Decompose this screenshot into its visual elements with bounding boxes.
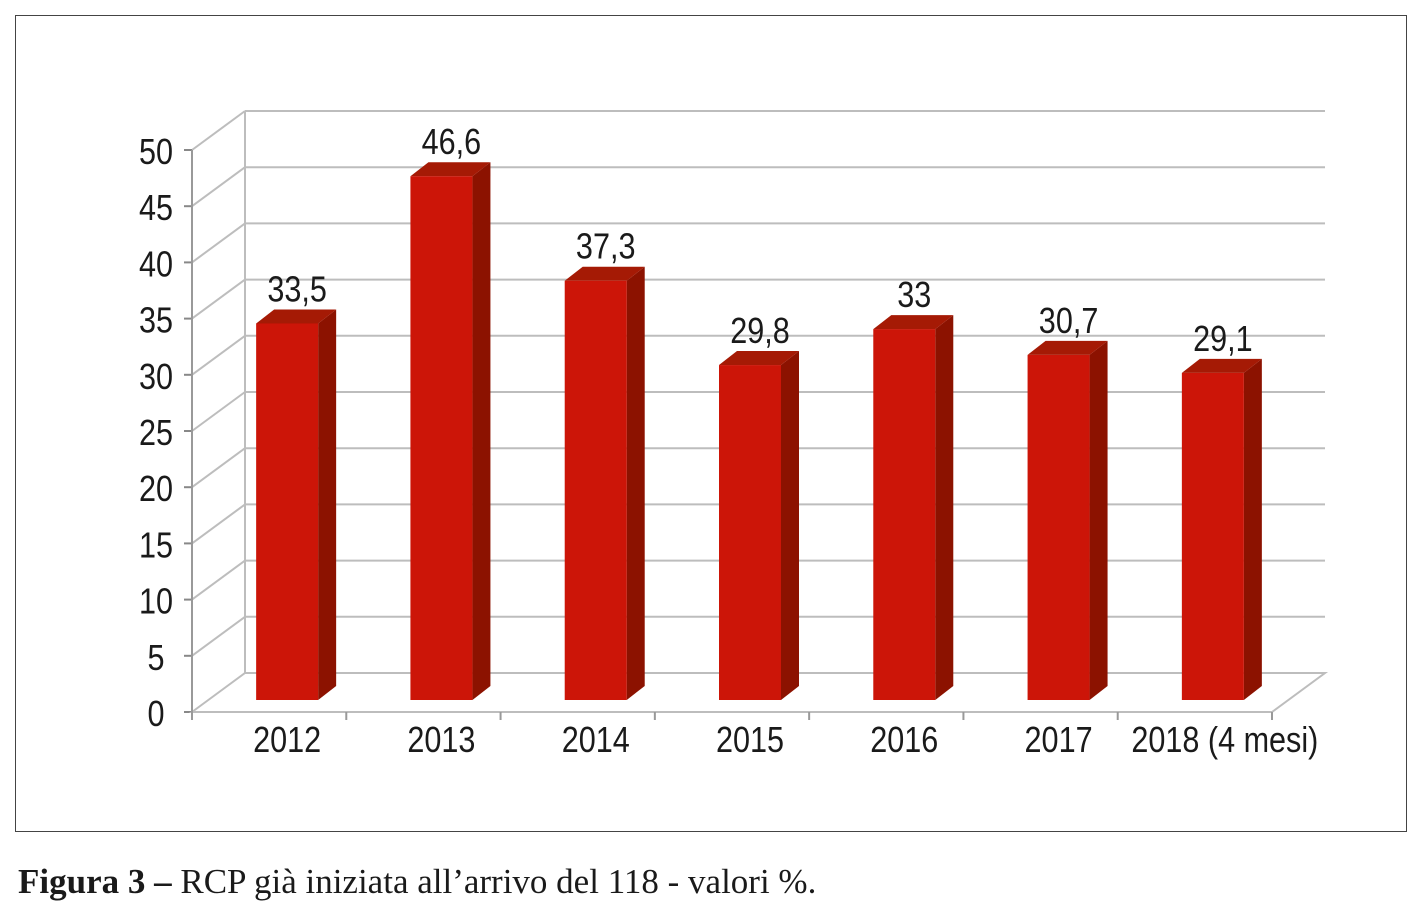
y-tick-label: 35 [139,301,173,341]
y-tick-label: 50 [139,133,173,173]
bar [564,280,627,700]
bar-side [472,162,491,700]
data-label: 37,3 [576,227,636,267]
grid-line-side [191,334,246,376]
bar [1181,372,1244,700]
x-tick-label: 2015 [716,721,784,761]
figure-caption: Figura 3 – RCP già iniziata all’arrivo d… [18,862,816,902]
bar [256,323,319,700]
y-tick-label: 30 [139,358,173,398]
y-tick-label: 5 [147,639,164,679]
grid-line-side [191,278,246,320]
floor [188,672,1329,713]
bar-side [781,351,799,700]
caption-label: Figura 3 – [18,862,172,901]
bar-side [1243,358,1262,700]
grid-line-side [191,447,246,489]
bar [410,176,473,700]
grid-line-side [191,559,246,601]
bar-top [410,162,491,177]
x-tick-label: 2012 [253,721,321,761]
data-label: 30,7 [1039,302,1099,342]
grid-line-side [191,503,246,545]
y-tick-label: 15 [139,526,173,566]
bar-top [256,309,337,324]
grid-line-side [191,615,246,657]
y-tick-label: 10 [139,582,173,622]
data-label: 29,1 [1193,320,1253,360]
bar-side [1089,340,1108,700]
chart-frame [15,15,1407,832]
bar [719,365,781,700]
x-tick-label: 2014 [562,721,630,761]
y-tick-label: 45 [139,189,173,229]
y-tick-label: 20 [139,470,173,510]
bar-top [1027,340,1108,355]
x-tick-label: 2016 [870,721,938,761]
y-tick-label: 40 [139,245,173,285]
bar-side [935,315,954,700]
y-tick-label: 0 [147,695,164,735]
grid-line-side [191,166,246,208]
bar-top [873,315,954,330]
x-tick-label: 2013 [407,721,475,761]
data-label: 33,5 [267,270,327,310]
bar-top [564,266,645,281]
x-tick-label: 2017 [1025,721,1093,761]
y-tick-label: 25 [139,414,173,454]
bar-side [318,309,337,700]
bar-side [626,266,645,700]
grid-line-side [191,222,246,264]
grid-line-side [191,391,246,432]
bar-top [1181,358,1262,373]
data-label: 46,6 [422,123,482,163]
grid-line-side [191,110,246,151]
bar [873,329,936,700]
caption-text: RCP già iniziata all’arrivo del 118 - va… [171,862,817,901]
data-label: 29,8 [730,312,790,352]
bar [1027,354,1090,700]
x-tick-label: 2018 (4 mesi) [1131,721,1318,761]
bar-top [719,351,799,366]
data-label: 33 [897,276,931,316]
